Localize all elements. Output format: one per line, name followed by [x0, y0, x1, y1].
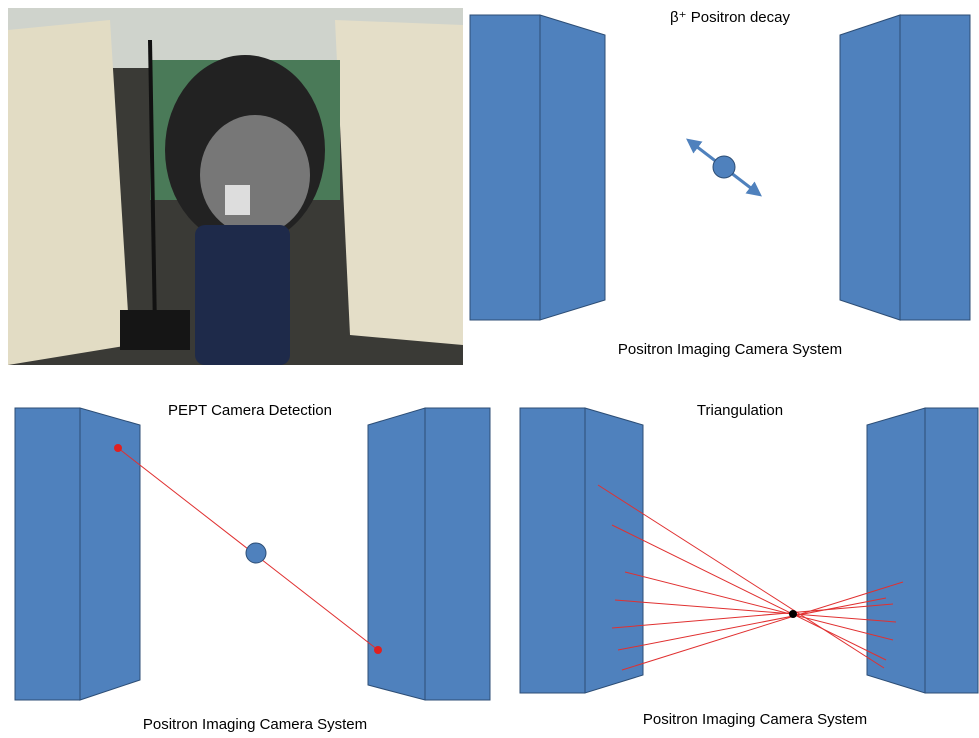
detector-side — [585, 408, 643, 693]
detector-front — [925, 408, 978, 693]
line-of-response — [625, 572, 893, 640]
panel-triangulation: Triangulation Positron Imaging Camera Sy… — [520, 402, 978, 728]
detector-front — [520, 408, 585, 693]
detector-side — [840, 15, 900, 320]
tracer-location — [789, 610, 797, 618]
panel-detection: PEPT Camera Detection Positron Imaging C… — [15, 402, 490, 733]
panel-caption: Positron Imaging Camera System — [143, 716, 367, 733]
line-of-response — [612, 525, 886, 660]
photo-cylinder — [195, 225, 290, 365]
photo-left-panel — [8, 20, 130, 365]
panel-title: PEPT Camera Detection — [168, 402, 332, 419]
lines-of-response — [598, 485, 903, 670]
tracer-particle — [713, 156, 735, 178]
panel-title: β⁺ Positron decay — [670, 9, 790, 26]
detector-front — [15, 408, 80, 700]
tracer-particle — [246, 543, 266, 563]
panel-caption: Positron Imaging Camera System — [643, 711, 867, 728]
detector-side — [80, 408, 140, 700]
line-of-response — [615, 600, 896, 622]
detection-point — [374, 646, 382, 654]
photo — [8, 8, 463, 365]
detector-side — [540, 15, 605, 320]
detector-side — [368, 408, 425, 700]
panel-decay: β⁺ Positron decay Positron Imaging Camer… — [470, 9, 970, 358]
detector-front — [470, 15, 540, 320]
photo-sample — [225, 185, 250, 215]
photo-right-panel — [335, 20, 463, 345]
photo-box — [120, 310, 190, 350]
panel-title: Triangulation — [697, 402, 783, 419]
panel-caption: Positron Imaging Camera System — [618, 341, 842, 358]
detector-front — [425, 408, 490, 700]
detection-point — [114, 444, 122, 452]
detector-side — [867, 408, 925, 693]
photo-ring-inner — [200, 115, 310, 235]
detector-front — [900, 15, 970, 320]
line-of-response — [622, 582, 903, 670]
figure: β⁺ Positron decay Positron Imaging Camer… — [0, 0, 979, 738]
